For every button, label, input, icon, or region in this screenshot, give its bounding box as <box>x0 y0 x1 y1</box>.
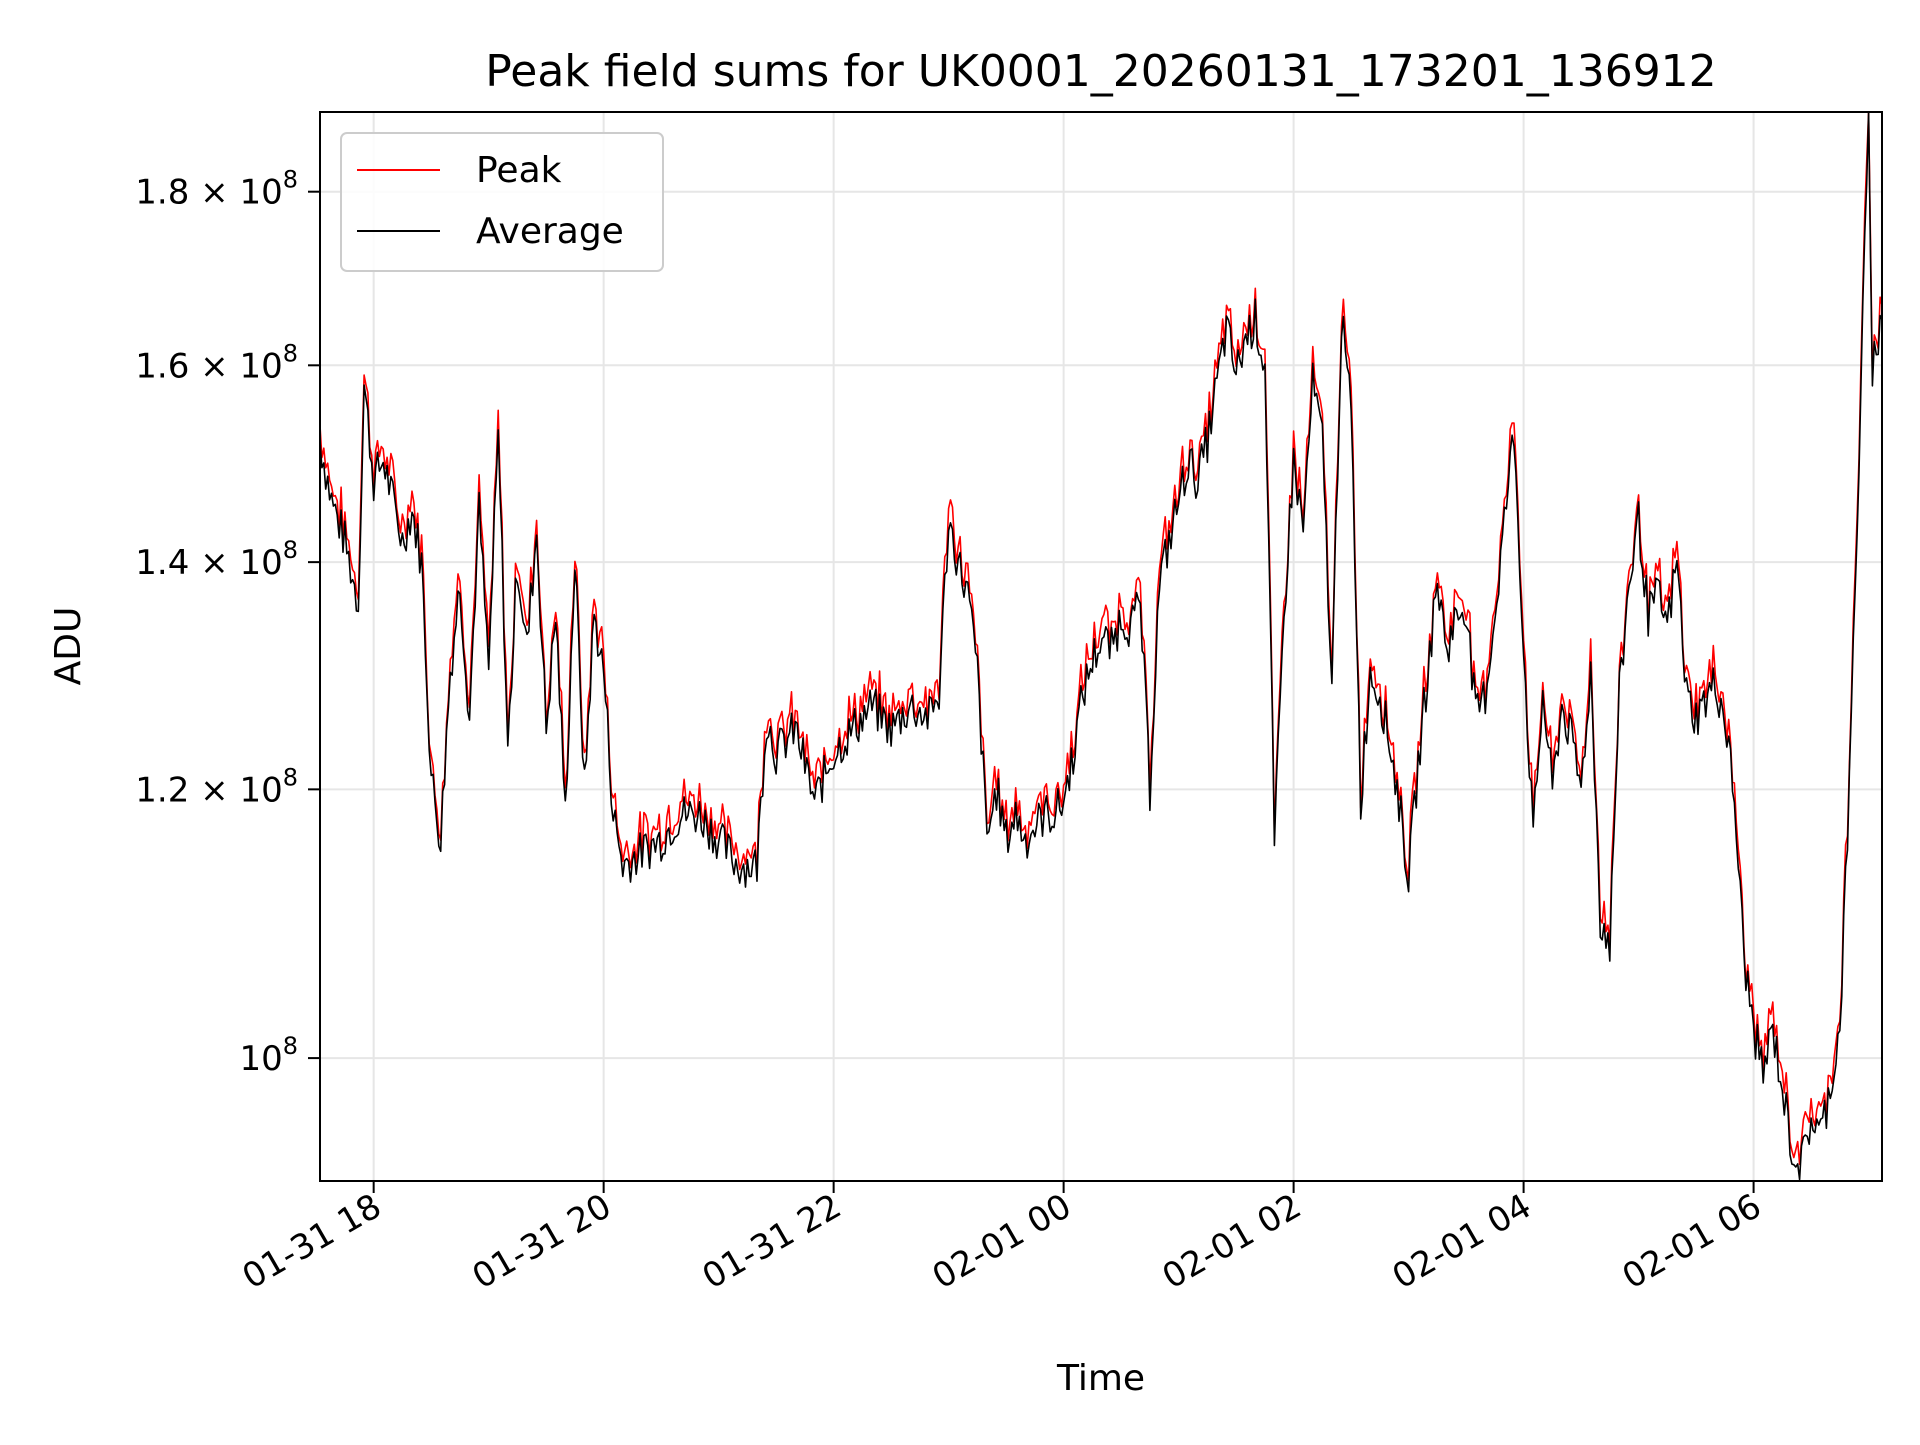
y-tick-label: 1.2 × 108 <box>135 763 298 810</box>
plot-frame <box>319 111 1883 1182</box>
y-tick-label: 108 <box>239 1032 298 1079</box>
series-layer <box>319 111 1883 1181</box>
series-average-line <box>319 111 1883 1181</box>
x-axis-label: Time <box>1056 1358 1145 1399</box>
y-axis-label: ADU <box>48 607 89 686</box>
legend-box <box>340 132 664 272</box>
y-tick-label: 1.6 × 108 <box>135 339 298 386</box>
legend: Peak Average <box>340 132 664 272</box>
legend-average-label: Average <box>476 211 624 252</box>
chart-title: Peak field sums for UK0001_20260131_1732… <box>485 46 1716 97</box>
legend-peak-label: Peak <box>476 150 562 191</box>
y-axis-ticks: 108 1.2 × 108 1.4 × 108 1.6 × 108 1.8 × 108 <box>135 166 320 1079</box>
y-tick-label: 1.8 × 108 <box>135 166 298 213</box>
y-tick-label: 1.4 × 108 <box>135 536 298 583</box>
